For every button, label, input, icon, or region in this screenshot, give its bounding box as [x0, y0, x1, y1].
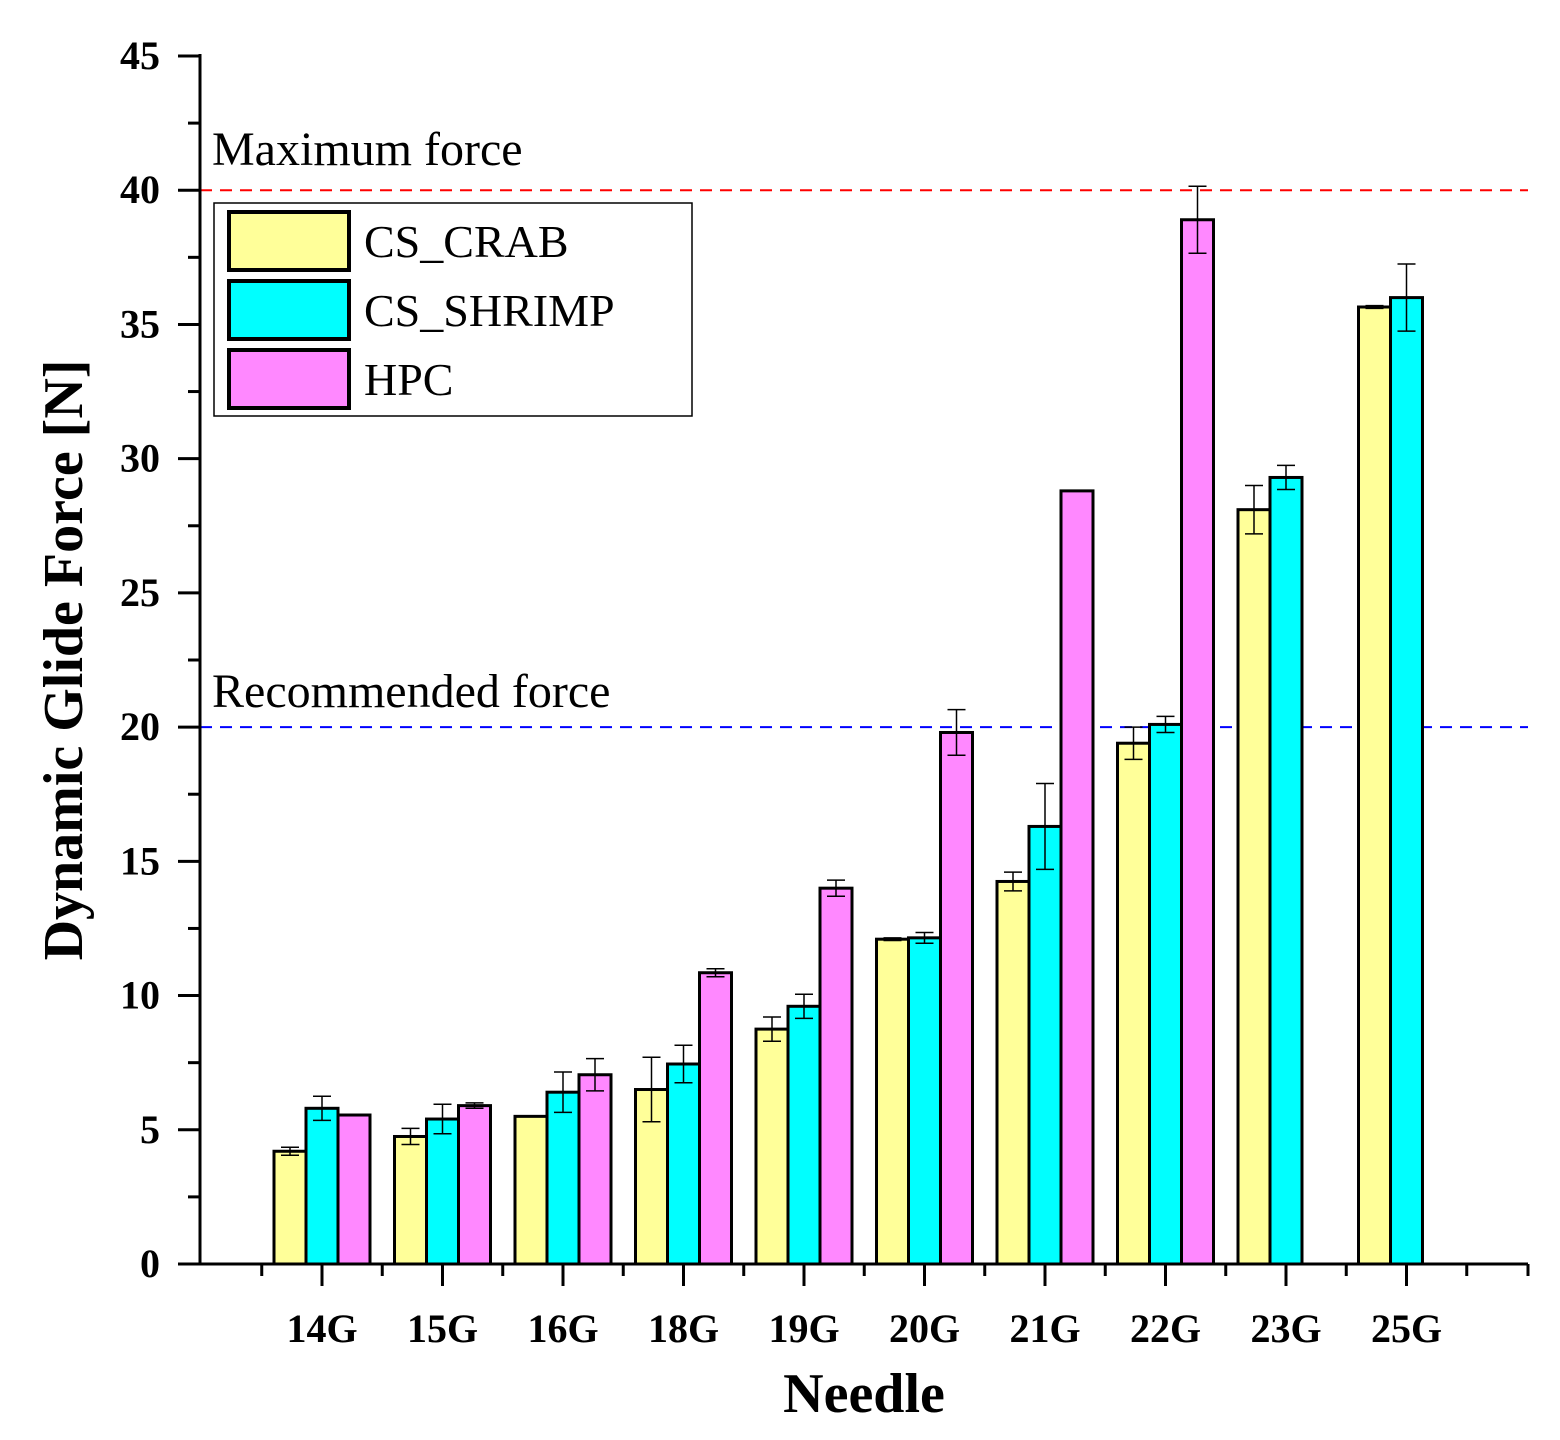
- bar-cs-shrimp: [786, 1004, 822, 1266]
- bar-hpc: [818, 886, 854, 1266]
- bar-hpc: [698, 971, 733, 1266]
- y-tick-label: 30: [120, 436, 160, 481]
- bar-cs-crab: [1357, 305, 1392, 1266]
- bar-hpc: [1180, 218, 1215, 1266]
- reference-line-label: Maximum force: [212, 123, 523, 176]
- legend-swatch: [227, 210, 351, 272]
- bar-hpc: [577, 1073, 613, 1266]
- bars: [272, 185, 1424, 1266]
- bar-cs-crab: [995, 879, 1031, 1266]
- x-tick-label: 20G: [889, 1306, 960, 1351]
- y-tick-label: 15: [120, 838, 160, 883]
- y-tick-label: 35: [120, 301, 160, 346]
- x-tick-label: 15G: [407, 1306, 478, 1351]
- bar-cs-shrimp: [1027, 824, 1063, 1266]
- legend-swatch: [227, 348, 351, 410]
- legend-label: HPC: [364, 354, 453, 405]
- y-tick-label: 40: [120, 167, 160, 212]
- bar-cs-crab: [754, 1027, 790, 1266]
- bar-cs-crab: [513, 1114, 549, 1266]
- x-tick-label: 25G: [1371, 1306, 1442, 1351]
- bar-cs-crab: [393, 1134, 428, 1266]
- x-tick-label: 23G: [1250, 1306, 1321, 1351]
- x-axis-title: Needle: [783, 1363, 945, 1425]
- x-tick-label: 19G: [768, 1306, 839, 1351]
- bar-cs-shrimp: [1268, 475, 1304, 1266]
- x-tick-label: 16G: [527, 1306, 598, 1351]
- bar-hpc: [939, 730, 974, 1266]
- x-tick-label: 18G: [648, 1306, 719, 1351]
- y-tick-label: 5: [140, 1107, 160, 1152]
- legend-label: CS_SHRIMP: [364, 285, 615, 336]
- bar-cs-shrimp: [545, 1090, 581, 1266]
- x-tick-label: 14G: [286, 1306, 357, 1351]
- legend-label: CS_CRAB: [364, 216, 569, 267]
- x-tick-label: 21G: [1009, 1306, 1080, 1351]
- axes: 0 5 10 15 20 25 30 35 40 45 14G 15G 16G 18G 19G 20G 21G 2…: [120, 33, 1530, 1351]
- x-tick-label: 22G: [1130, 1306, 1201, 1351]
- bar-cs-crab: [272, 1149, 308, 1266]
- bar-cs-shrimp: [304, 1106, 340, 1266]
- bar-hpc: [457, 1104, 492, 1266]
- bar-cs-shrimp: [1148, 722, 1183, 1266]
- y-axis-title: Dynamic Glide Force [N]: [33, 360, 95, 961]
- bar-cs-crab: [875, 937, 910, 1266]
- legend: CS_CRAB CS_SHRIMP HPC: [213, 202, 693, 417]
- reference-lines: Maximum force Recommended force: [200, 123, 1528, 729]
- bar-cs-shrimp: [425, 1117, 460, 1266]
- reference-line-label: Recommended force: [212, 665, 610, 718]
- y-tick-label: 25: [120, 570, 160, 615]
- bar-hpc: [336, 1113, 372, 1266]
- bar-cs-shrimp: [907, 936, 942, 1266]
- y-tick-label: 0: [140, 1241, 160, 1286]
- bar-cs-shrimp: [1389, 296, 1424, 1266]
- y-tick-label: 10: [120, 973, 160, 1018]
- y-tick-label: 20: [120, 704, 160, 749]
- y-tick-label: 45: [120, 33, 160, 78]
- bar-cs-shrimp: [666, 1062, 701, 1266]
- bar-hpc: [1059, 489, 1095, 1266]
- bar-cs-crab: [1236, 508, 1272, 1266]
- legend-swatch: [227, 279, 351, 341]
- bar-cs-crab: [1116, 741, 1151, 1266]
